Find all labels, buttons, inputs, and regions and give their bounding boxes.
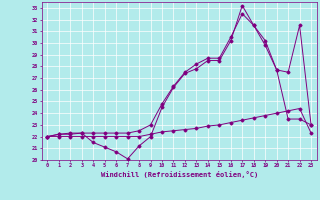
X-axis label: Windchill (Refroidissement éolien,°C): Windchill (Refroidissement éolien,°C) — [100, 171, 258, 178]
